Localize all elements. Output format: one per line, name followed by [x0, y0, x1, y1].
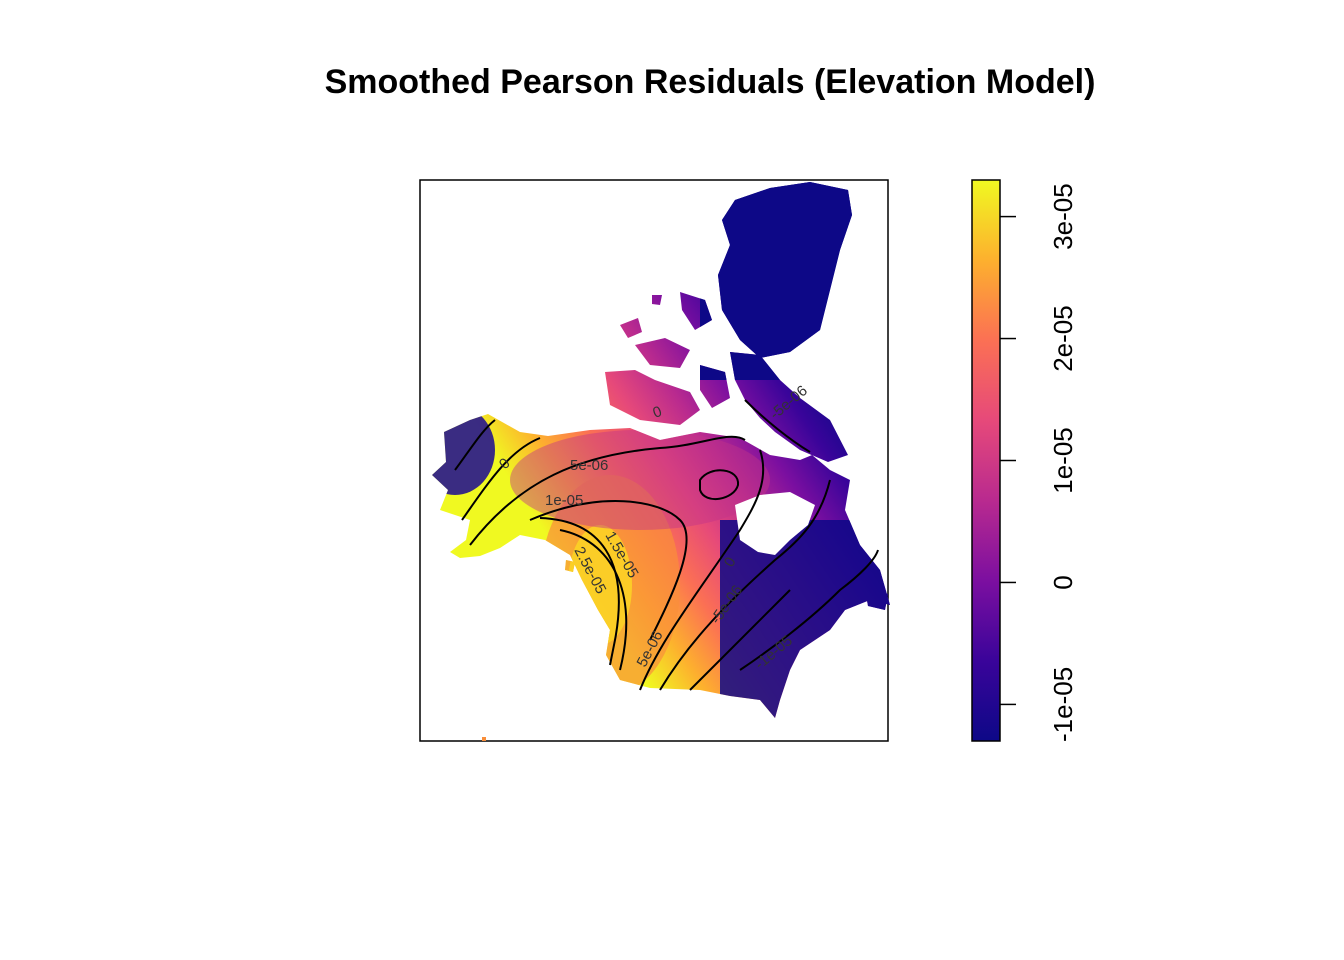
colorbar-ticks: -1e-05 0 1e-05 2e-05 3e-05	[1000, 183, 1078, 742]
colorbar-tick-label: -1e-05	[1048, 667, 1078, 742]
colorbar	[971, 179, 1001, 742]
east-blue	[720, 520, 890, 718]
magenta-band	[510, 430, 770, 530]
north-blue	[700, 182, 890, 380]
plot-frame	[419, 179, 889, 742]
chart-title: Smoothed Pearson Residuals (Elevation Mo…	[325, 63, 1096, 101]
colorbar-tick-label: 0	[1048, 575, 1078, 589]
stray-pixel	[482, 737, 486, 741]
contour-lines	[454, 399, 879, 691]
contour-label: 5e-06	[570, 457, 608, 474]
colorbar-tick-label: 2e-05	[1048, 305, 1078, 372]
colorbar-tick-label: 3e-05	[1048, 183, 1078, 250]
contour-label: 1e-05	[545, 492, 583, 509]
hudson-bay	[735, 492, 815, 555]
west-blue	[432, 405, 495, 495]
colorbar-tick-label: 1e-05	[1048, 427, 1078, 494]
